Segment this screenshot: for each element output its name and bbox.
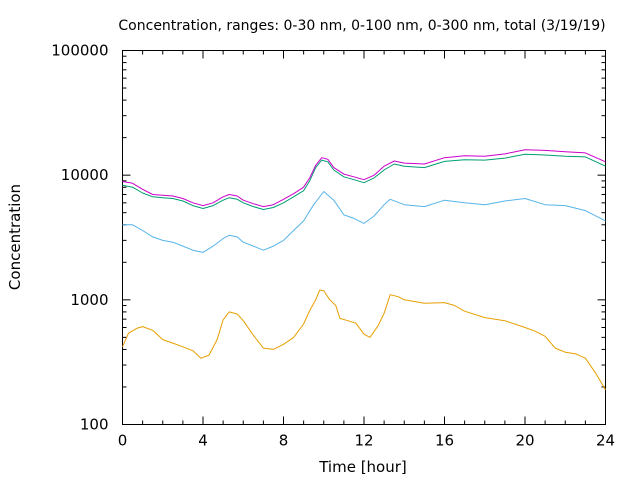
- plot-frame: [122, 50, 606, 425]
- x-tick-label: 4: [198, 432, 208, 450]
- x-axis-title: Time [hour]: [318, 458, 407, 476]
- x-tick-label: 16: [435, 432, 454, 450]
- y-tick-label: 100000: [51, 42, 108, 60]
- y-tick-label: 100: [80, 416, 109, 434]
- series-line-1: [122, 289, 606, 390]
- x-tick-label: 8: [279, 432, 289, 450]
- chart-title: Concentration, ranges: 0-30 nm, 0-100 nm…: [118, 18, 605, 34]
- series-line-2: [122, 191, 606, 253]
- x-tick-label: 20: [515, 432, 534, 450]
- series-group: [122, 149, 606, 390]
- y-axis-title: Concentration: [6, 184, 24, 290]
- x-tick-label: 0: [118, 432, 128, 450]
- y-tick-label: 10000: [61, 166, 109, 184]
- series-line-4: [122, 149, 606, 208]
- x-tick-label: 12: [354, 432, 373, 450]
- x-tick-label: 24: [596, 432, 615, 450]
- x-axis: 0 4 8 12 16 20 24: [118, 50, 615, 450]
- series-line-3: [122, 153, 606, 210]
- y-axis: 100 1000 10000 100000: [51, 42, 606, 434]
- y-tick-label: 1000: [70, 291, 108, 309]
